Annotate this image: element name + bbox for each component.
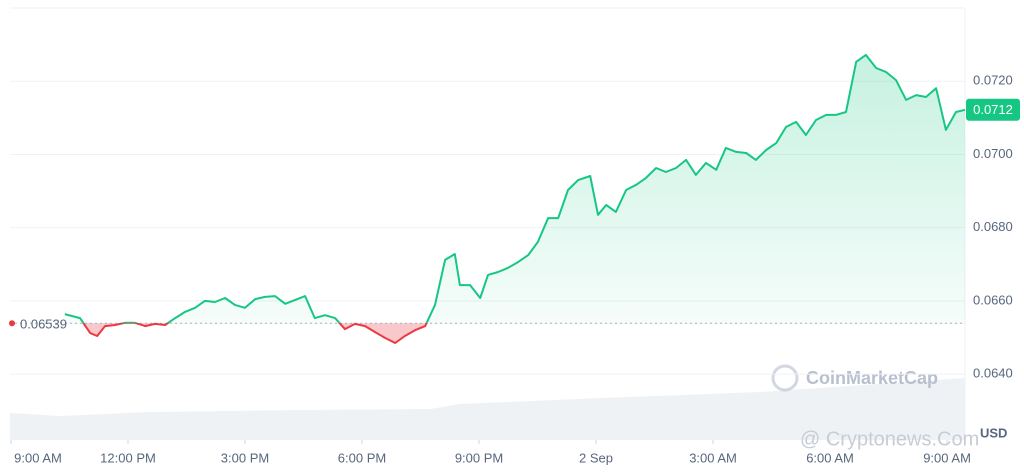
baseline-label: 0.06539 [20, 317, 67, 332]
x-tick-label: 3:00 PM [221, 450, 269, 465]
y-tick-label: 0.0680 [973, 219, 1013, 234]
watermark-logo [771, 364, 799, 392]
price-area [64, 54, 966, 344]
y-tick-label: 0.0720 [973, 73, 1013, 88]
x-tick-label: 6:00 AM [806, 450, 854, 465]
price-line [64, 53, 966, 344]
y-tick-label: 0.0660 [973, 292, 1013, 307]
x-tick-label: 2 Sep [579, 450, 613, 465]
volume-area [10, 378, 965, 440]
x-tick-label: 12:00 PM [100, 450, 156, 465]
x-tick-label: 9:00 AM [923, 450, 971, 465]
x-tick-label: 6:00 PM [338, 450, 386, 465]
watermark: @ Cryptonews.Com [800, 428, 979, 450]
x-tick-label: 3:00 AM [689, 450, 737, 465]
x-tick-label: 9:00 AM [14, 450, 62, 465]
current-price-label: 0.0712 [973, 102, 1013, 117]
currency-label: USD [980, 425, 1007, 440]
watermark: CoinMarketCap [806, 368, 938, 388]
current-price-tag [966, 98, 1020, 121]
baseline-marker [9, 320, 15, 327]
y-tick-label: 0.0700 [973, 146, 1013, 161]
y-tick-label: 0.0640 [973, 366, 1013, 381]
x-tick-label: 9:00 PM [455, 450, 503, 465]
